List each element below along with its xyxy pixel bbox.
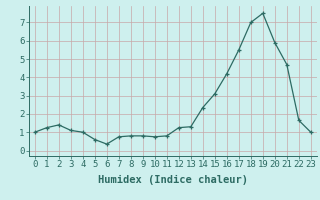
X-axis label: Humidex (Indice chaleur): Humidex (Indice chaleur)	[98, 175, 248, 185]
